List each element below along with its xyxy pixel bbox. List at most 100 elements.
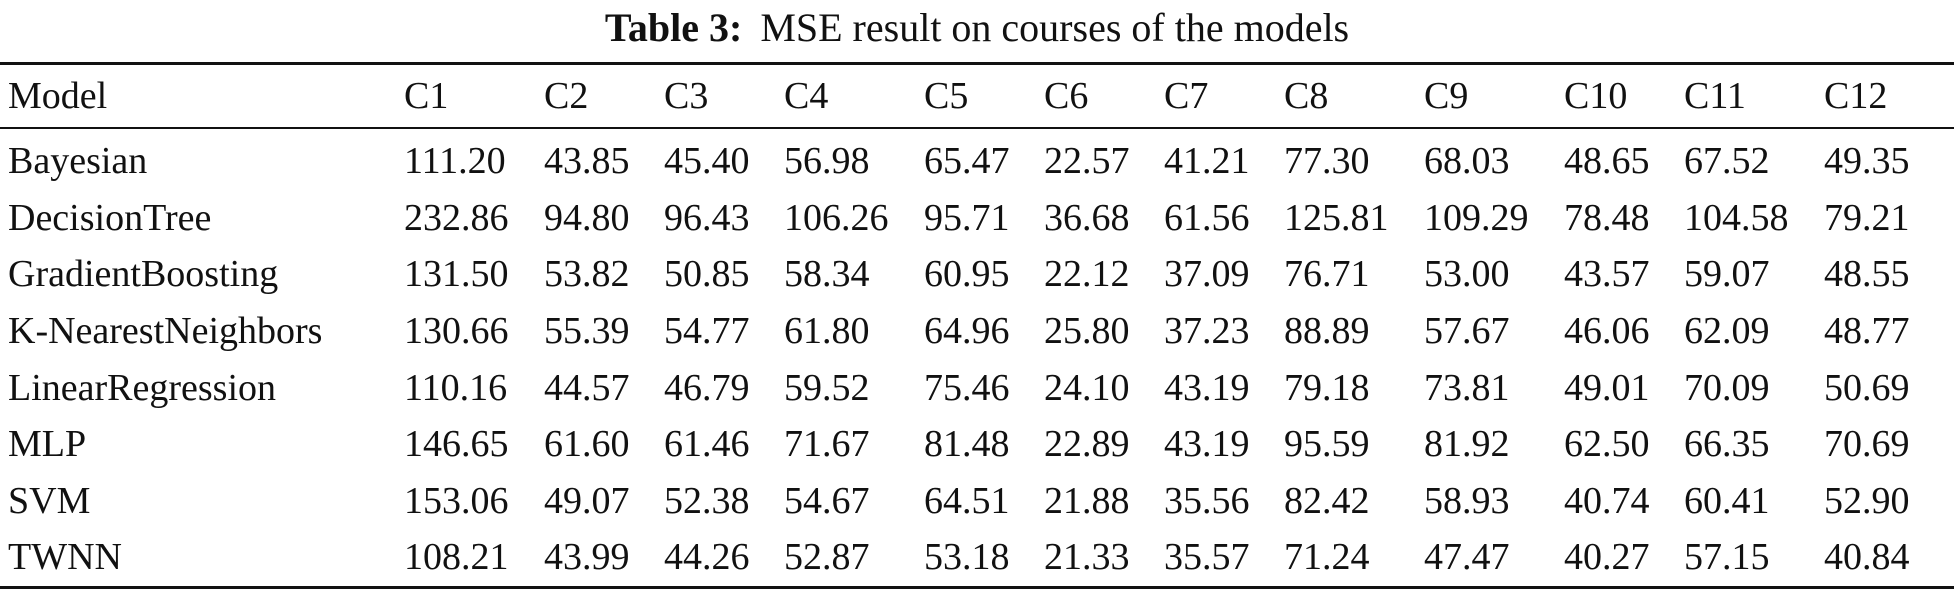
mse-value-cell: 43.85 — [544, 140, 630, 183]
mse-value-cell: 44.26 — [664, 536, 750, 579]
header-cell: C2 — [544, 75, 589, 117]
mse-value-cell: 21.88 — [1044, 479, 1130, 522]
header-cell: C10 — [1564, 75, 1628, 117]
mse-value-cell: 52.87 — [784, 536, 870, 579]
mse-value-cell: 62.50 — [1564, 423, 1650, 466]
mse-value-cell: 64.96 — [924, 310, 1010, 353]
mse-value-cell: 58.93 — [1424, 479, 1510, 522]
mse-value-cell: 64.51 — [924, 479, 1010, 522]
mse-value-cell: 40.84 — [1824, 536, 1910, 579]
header-cell: Model — [8, 75, 108, 117]
mse-value-cell: 109.29 — [1424, 196, 1529, 239]
mse-value-cell: 78.48 — [1564, 196, 1650, 239]
mse-value-cell: 21.33 — [1044, 536, 1130, 579]
mse-value-cell: 53.82 — [544, 253, 630, 296]
table-row: SVM 153.06 49.07 52.38 54.67 64.51 21.88 35.56 8… — [0, 473, 1954, 530]
table-row: TWNN 108.21 43.99 44.26 52.87 53.18 21.33 35.57… — [0, 529, 1954, 588]
mse-value-cell: 46.79 — [664, 366, 750, 409]
mse-value-cell: 61.46 — [664, 423, 750, 466]
table-body: Bayesian 111.20 43.85 45.40 56.98 65.47 22.57 4… — [0, 128, 1954, 588]
header-cell: C9 — [1424, 75, 1469, 117]
header-cell: C5 — [924, 75, 969, 117]
mse-value-cell: 61.60 — [544, 423, 630, 466]
mse-value-cell: 22.12 — [1044, 253, 1130, 296]
mse-value-cell: 50.69 — [1824, 366, 1910, 409]
mse-value-cell: 48.65 — [1564, 140, 1650, 183]
model-name-cell: DecisionTree — [8, 196, 212, 239]
table-row: MLP 146.65 61.60 61.46 71.67 81.48 22.89 43.19 9… — [0, 416, 1954, 473]
mse-results-table: Model C1 C2 C3 C4 C5 C6 C7 C8 C9 C10 C11… — [0, 62, 1954, 589]
caption-label: Table 3: — [604, 5, 743, 50]
mse-value-cell: 22.57 — [1044, 140, 1130, 183]
table-row: K-NearestNeighbors 130.66 55.39 54.77 61.80 6… — [0, 303, 1954, 360]
mse-value-cell: 65.47 — [924, 140, 1010, 183]
mse-value-cell: 43.57 — [1564, 253, 1650, 296]
mse-value-cell: 106.26 — [784, 196, 889, 239]
mse-value-cell: 88.89 — [1284, 310, 1370, 353]
header-cell: C12 — [1824, 75, 1888, 117]
mse-value-cell: 44.57 — [544, 366, 630, 409]
header-cell: C7 — [1164, 75, 1209, 117]
mse-value-cell: 153.06 — [404, 479, 509, 522]
mse-value-cell: 95.71 — [924, 196, 1010, 239]
header-cell: C4 — [784, 75, 829, 117]
table-header-row: Model C1 C2 C3 C4 C5 C6 C7 C8 C9 C10 C11… — [0, 63, 1954, 128]
mse-value-cell: 59.52 — [784, 366, 870, 409]
mse-value-cell: 76.71 — [1284, 253, 1370, 296]
mse-value-cell: 104.58 — [1684, 196, 1789, 239]
mse-value-cell: 131.50 — [404, 253, 509, 296]
mse-value-cell: 61.56 — [1164, 196, 1250, 239]
mse-value-cell: 96.43 — [664, 196, 750, 239]
mse-value-cell: 66.35 — [1684, 423, 1770, 466]
mse-value-cell: 35.57 — [1164, 536, 1250, 579]
mse-value-cell: 62.09 — [1684, 310, 1770, 353]
caption-text: MSE result on courses of the models — [760, 5, 1350, 50]
mse-value-cell: 54.77 — [664, 310, 750, 353]
header-cell: C6 — [1044, 75, 1089, 117]
mse-value-cell: 130.66 — [404, 310, 509, 353]
mse-value-cell: 53.00 — [1424, 253, 1510, 296]
mse-value-cell: 57.15 — [1684, 536, 1770, 579]
mse-value-cell: 37.09 — [1164, 253, 1250, 296]
mse-value-cell: 48.77 — [1824, 310, 1910, 353]
mse-value-cell: 49.07 — [544, 479, 630, 522]
mse-value-cell: 56.98 — [784, 140, 870, 183]
mse-value-cell: 79.18 — [1284, 366, 1370, 409]
mse-value-cell: 49.35 — [1824, 140, 1910, 183]
mse-value-cell: 22.89 — [1044, 423, 1130, 466]
mse-value-cell: 61.80 — [784, 310, 870, 353]
mse-value-cell: 71.24 — [1284, 536, 1370, 579]
header-cell: C1 — [404, 75, 449, 117]
mse-value-cell: 41.21 — [1164, 140, 1250, 183]
table-caption: Table 3: MSE result on courses of the mod… — [0, 0, 1954, 56]
mse-value-cell: 77.30 — [1284, 140, 1370, 183]
mse-value-cell: 70.69 — [1824, 423, 1910, 466]
mse-value-cell: 54.67 — [784, 479, 870, 522]
mse-value-cell: 111.20 — [404, 140, 506, 183]
mse-value-cell: 24.10 — [1044, 366, 1130, 409]
mse-value-cell: 81.48 — [924, 423, 1010, 466]
mse-value-cell: 146.65 — [404, 423, 509, 466]
model-name-cell: Bayesian — [8, 140, 148, 183]
mse-value-cell: 232.86 — [404, 196, 509, 239]
mse-value-cell: 59.07 — [1684, 253, 1770, 296]
table-row: DecisionTree 232.86 94.80 96.43 106.26 95.71 3… — [0, 190, 1954, 247]
mse-value-cell: 55.39 — [544, 310, 630, 353]
mse-value-cell: 46.06 — [1564, 310, 1650, 353]
mse-value-cell: 71.67 — [784, 423, 870, 466]
mse-value-cell: 73.81 — [1424, 366, 1510, 409]
mse-value-cell: 79.21 — [1824, 196, 1910, 239]
mse-value-cell: 108.21 — [404, 536, 509, 579]
mse-value-cell: 40.74 — [1564, 479, 1650, 522]
mse-value-cell: 50.85 — [664, 253, 750, 296]
mse-value-cell: 68.03 — [1424, 140, 1510, 183]
mse-value-cell: 25.80 — [1044, 310, 1130, 353]
table-row: Bayesian 111.20 43.85 45.40 56.98 65.47 22.57 4… — [0, 128, 1954, 190]
mse-value-cell: 95.59 — [1284, 423, 1370, 466]
mse-value-cell: 36.68 — [1044, 196, 1130, 239]
mse-value-cell: 53.18 — [924, 536, 1010, 579]
mse-value-cell: 47.47 — [1424, 536, 1510, 579]
mse-value-cell: 37.23 — [1164, 310, 1250, 353]
model-name-cell: TWNN — [8, 536, 122, 579]
mse-value-cell: 110.16 — [404, 366, 508, 409]
